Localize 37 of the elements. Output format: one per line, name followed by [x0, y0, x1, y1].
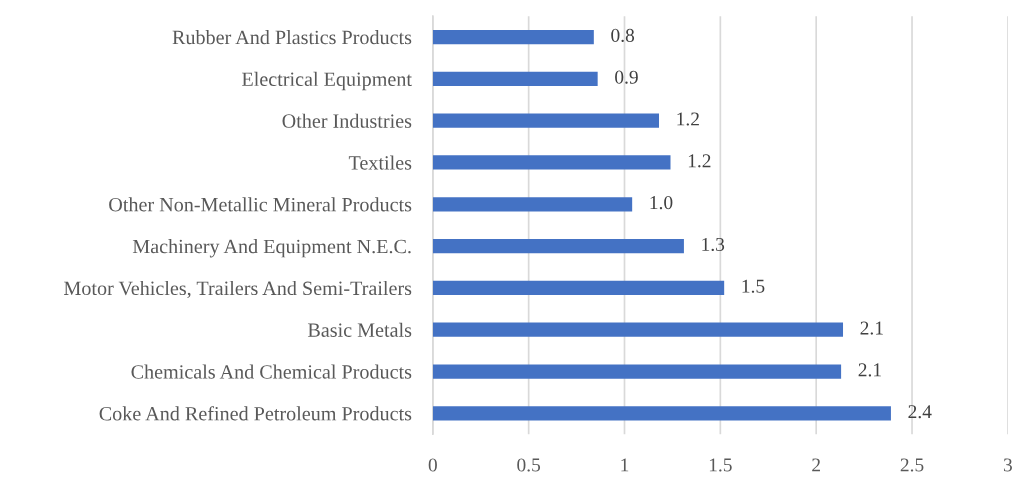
data-label: 2.4: [908, 405, 932, 419]
bar: [432, 238, 684, 254]
x-tick-label: 0.5: [517, 458, 541, 472]
bar: [432, 322, 844, 337]
data-label: 1.2: [677, 112, 699, 126]
y-tick-label: Basic Metals: [307, 322, 412, 337]
x-tick-label: 0: [428, 458, 437, 472]
y-tick-label: Machinery And Equipment N.E.C.: [132, 239, 411, 258]
x-tick-label: 1.5: [709, 458, 732, 472]
x-tick-label: 3: [1003, 458, 1012, 472]
y-tick-label: Other Industries: [282, 113, 412, 128]
bar: [432, 364, 842, 379]
y-tick-label: Textiles: [348, 155, 412, 170]
x-tick-label: 1: [621, 458, 629, 472]
y-tick-label: Motor Vehicles, Trailers And Semi-Trailers: [64, 280, 412, 298]
data-label: 1.5: [742, 279, 765, 293]
bar: [432, 197, 633, 212]
y-tick-label: Rubber And Plastics Products: [172, 30, 412, 45]
bar: [432, 280, 725, 296]
y-tick-label: Other Non-Metallic Mineral Products: [109, 197, 412, 212]
data-label: 2.1: [858, 363, 881, 377]
bar: [432, 71, 598, 86]
data-label: 1.2: [688, 154, 711, 168]
bar: [432, 113, 659, 128]
data-label: 0.8: [611, 28, 635, 42]
bar: [432, 406, 891, 421]
bar: [432, 29, 594, 45]
y-tick-label: Coke And Refined Petroleum Products: [99, 406, 412, 421]
data-label: 2.1: [860, 321, 883, 335]
y-tick-label: Chemicals And Chemical Products: [131, 364, 412, 379]
data-label: 0.9: [615, 70, 638, 84]
bar: [432, 155, 671, 170]
data-label: 1.0: [650, 196, 673, 210]
x-tick-label: 2: [812, 458, 820, 472]
y-tick-label: Electrical Equipment: [242, 71, 412, 91]
x-tick-label: 2.5: [900, 458, 924, 472]
data-label: 1.3: [702, 237, 725, 252]
